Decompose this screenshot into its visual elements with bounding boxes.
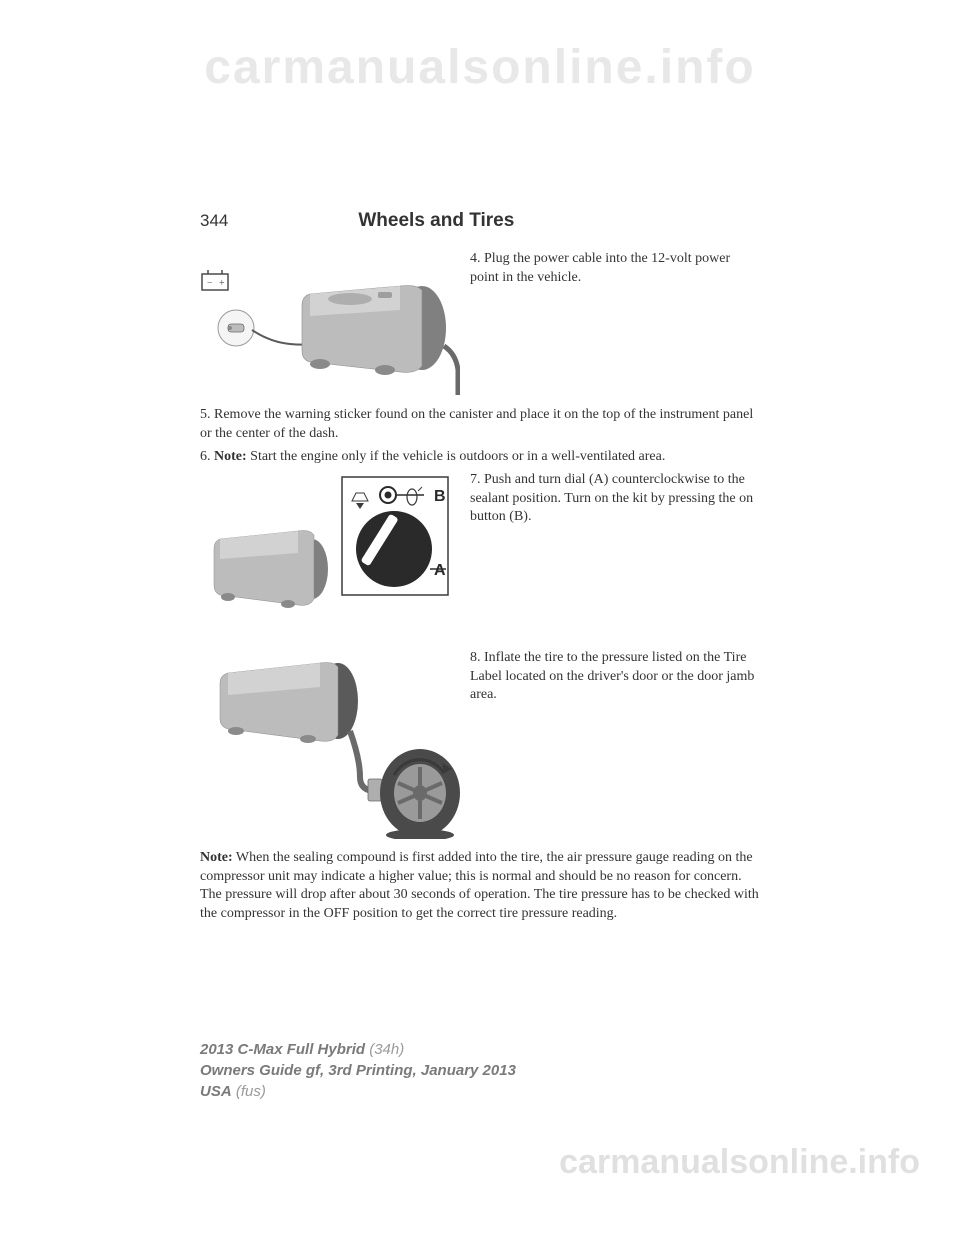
figure-power-cable: − + (200, 250, 460, 400)
footer-model: 2013 C-Max Full Hybrid (200, 1041, 365, 1058)
step4-row: − + (200, 250, 760, 400)
figure-inflate (200, 649, 460, 839)
page-header: 344 Wheels and Tires (200, 210, 760, 232)
label-a: A (434, 562, 446, 579)
watermark-bottom: carmanualsonline.info (559, 1143, 920, 1182)
watermark-top: carmanualsonline.info (0, 40, 960, 95)
step6-body: Start the engine only if the vehicle is … (247, 449, 666, 464)
footer-guide: Owners Guide gf, 3rd Printing, January 2… (200, 1060, 516, 1081)
step4-text: 4. Plug the power cable into the 12-volt… (460, 250, 760, 288)
page-content: 344 Wheels and Tires − + (200, 210, 760, 924)
footer-model-code: (34h) (365, 1041, 404, 1058)
step5-text: 5. Remove the warning sticker found on t… (200, 406, 760, 444)
footer-region-code: (fus) (232, 1083, 266, 1100)
step7-text: 7. Push and turn dial (A) counterclockwi… (460, 471, 760, 528)
step7-row: B A 7. Push and turn dial (A) counterclo… (200, 471, 760, 641)
step8-text: 8. Inflate the tire to the pressure list… (460, 649, 760, 706)
step6-note-label: Note: (214, 449, 247, 464)
note-paragraph: Note: When the sealing compound is first… (200, 849, 760, 925)
figure-dial: B A (200, 471, 460, 641)
section-title: Wheels and Tires (358, 210, 514, 232)
page-number: 344 (200, 211, 228, 231)
footer-region: USA (200, 1083, 232, 1100)
step8-row: 8. Inflate the tire to the pressure list… (200, 649, 760, 839)
svg-text:−: − (207, 278, 213, 289)
svg-text:+: + (219, 278, 225, 289)
label-b: B (434, 488, 446, 505)
page-footer: 2013 C-Max Full Hybrid (34h) Owners Guid… (200, 1039, 516, 1102)
note-body: When the sealing compound is first added… (200, 850, 759, 922)
step6-text: 6. Note: Start the engine only if the ve… (200, 448, 760, 467)
note-label: Note: (200, 850, 233, 865)
step6-prefix: 6. (200, 449, 214, 464)
